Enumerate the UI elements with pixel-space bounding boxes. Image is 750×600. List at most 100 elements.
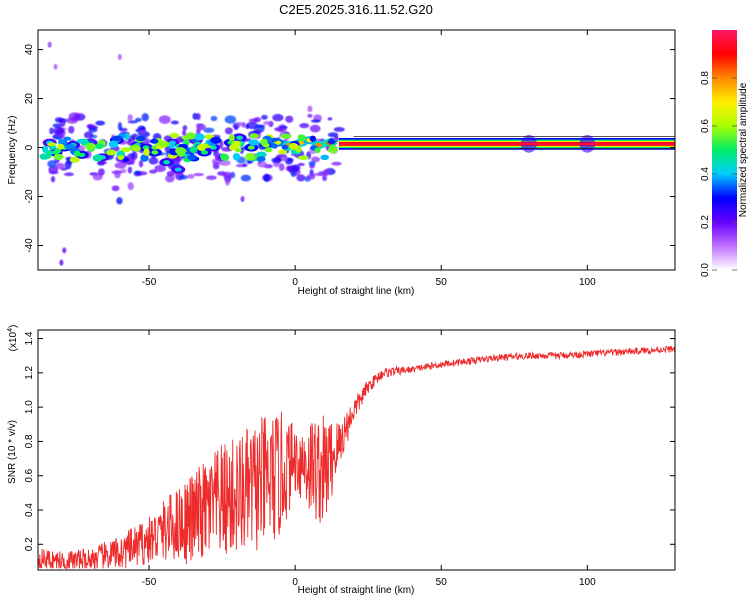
snr-marks — [38, 345, 675, 569]
spectrogram-cluster-dot — [249, 133, 259, 139]
spectrogram-cluster-dot — [314, 147, 321, 154]
spectrogram-frame — [37, 29, 676, 271]
snr-panel: -50 0 50 100 0.2 0.4 0.6 0.8 1.0 1.2 1.4 Height of… — [7, 325, 676, 596]
spectrogram-cluster-dot — [280, 133, 292, 139]
snr-ytick-label: 0.8 — [24, 434, 35, 448]
spectrogram-speckle — [253, 117, 262, 123]
spectrogram-speckle — [68, 112, 81, 122]
spectrogram-cluster-dot — [108, 140, 119, 148]
colorbar: 0.0 0.2 0.4 0.6 0.8 Normalized spectral ampl… — [700, 30, 749, 277]
spectrogram-cluster-dot — [149, 138, 159, 144]
spectrogram-speckle — [311, 156, 321, 163]
snr-xtick-label: 100 — [579, 577, 596, 588]
spectrogram-speckle — [141, 113, 149, 122]
spectrogram-axes: -50 0 50 100 -40 -20 0 20 40 — [24, 30, 675, 288]
spectrogram-cluster-dot — [47, 142, 57, 147]
spectrogram-cluster-dot — [135, 135, 146, 142]
spectrogram-speckle — [97, 160, 108, 165]
spectrogram-ytick-label: -20 — [24, 189, 35, 204]
spectrogram-speck — [182, 129, 187, 136]
snr-scale-label: (x104) — [7, 325, 19, 352]
snr-ylabel: SNR (10 * v/v) — [7, 420, 18, 484]
spectrogram-blob-core — [142, 145, 150, 150]
snr-ytick-label: 1.2 — [24, 365, 35, 379]
snr-ytick-label: 1.4 — [24, 331, 35, 345]
spectrogram-speckle — [252, 130, 263, 134]
spectrogram-speckle — [240, 174, 252, 182]
snr-xtick-label: 0 — [292, 577, 298, 588]
spectrogram-ytick-label: 0 — [24, 144, 35, 150]
spectrogram-speck — [59, 259, 64, 266]
spectrogram-cluster-dot — [185, 132, 196, 140]
spectrogram-speckle — [225, 177, 231, 186]
spectrogram-cluster-dot — [309, 135, 317, 142]
spectrogram-speckle — [127, 114, 133, 122]
spectrogram-speckle — [154, 164, 166, 173]
spectrogram-speckle — [137, 125, 146, 131]
spectrogram-cluster-dot — [131, 145, 141, 152]
spectrogram-speckle — [127, 139, 132, 146]
spectrogram-cluster-dot — [169, 132, 179, 138]
colorbar-tick-label: 0.4 — [700, 167, 711, 181]
spectrogram-cluster-dot — [76, 138, 86, 144]
spectrogram-speckle — [278, 163, 285, 172]
spectrogram-cluster-dot — [66, 144, 75, 149]
spectrogram-cluster-dot — [260, 138, 268, 146]
spectrogram-speckle — [261, 114, 268, 120]
spectrogram-speckle — [331, 161, 342, 166]
spectrogram-speckle — [83, 131, 94, 139]
spectrogram-cluster-dot — [39, 153, 50, 160]
snr-ytick-label: 0.6 — [24, 468, 35, 482]
spectrogram-speckle — [285, 115, 294, 123]
spectrogram-cluster-dot — [53, 153, 64, 161]
spectrogram-speckle — [290, 171, 297, 177]
spectrogram-cluster-dot — [210, 136, 222, 144]
spectrogram-speckle — [165, 174, 175, 183]
spectrogram-cluster-dot — [232, 153, 241, 161]
spectrogram-ytick-label: 20 — [24, 93, 35, 105]
spectrogram-speckle — [299, 123, 310, 129]
spectrogram-speckle — [49, 127, 54, 135]
spectrogram-speckle — [309, 124, 321, 133]
spectrogram-speckle — [54, 117, 64, 123]
spectrogram-speckle — [88, 127, 98, 133]
snr-frame — [37, 329, 676, 571]
spectrogram-speckle — [95, 120, 106, 126]
spectrogram-cluster-dot — [228, 134, 235, 142]
spectrogram-speckle — [50, 176, 56, 183]
spectrogram-cluster-dot — [120, 147, 131, 153]
spectrogram-cluster-dot — [264, 147, 273, 153]
spectrogram-cluster-dot — [328, 145, 338, 154]
colorbar-tick-label: 0.0 — [700, 263, 711, 277]
spectrogram-cluster-dot — [189, 146, 198, 154]
spectrogram-blob-core — [122, 157, 130, 162]
spectrogram-speckle — [172, 156, 181, 166]
spectrogram-speckle — [117, 121, 123, 131]
spectrogram-speckle — [271, 157, 282, 164]
spectrogram-cluster-dot — [220, 153, 229, 162]
spectrogram-speckle — [111, 185, 120, 192]
spectrogram-speckle — [114, 169, 121, 179]
spectrogram-blob-core — [163, 160, 171, 165]
spectrogram-cluster-dot — [234, 147, 242, 153]
spectrogram-cluster-dot — [112, 135, 122, 142]
spectrogram-speckle — [138, 160, 144, 168]
spectrogram-speckle — [193, 173, 204, 177]
spectrogram-speckle — [307, 105, 313, 113]
spectrogram-speckle — [68, 125, 75, 134]
spectrogram-speck — [117, 53, 122, 60]
spectrogram-panel: -50 0 50 100 -40 -20 0 20 40 Height of straight … — [7, 29, 676, 297]
spectrogram-speckle — [47, 160, 57, 168]
spectrogram-blobs — [39, 132, 338, 174]
spectrogram-speckle — [219, 159, 231, 166]
snr-ytick-label: 0.4 — [24, 503, 35, 517]
spectrogram-speckle — [224, 115, 237, 124]
spectrogram-speckle — [242, 163, 248, 168]
colorbar-gradient — [712, 30, 737, 270]
spectrogram-cluster-dot — [277, 149, 288, 155]
spectrogram-cluster-dot — [187, 154, 197, 161]
snr-xtick-label: -50 — [142, 577, 157, 588]
spectrogram-speck — [47, 41, 52, 48]
colorbar-tick-label: 0.6 — [700, 119, 711, 133]
